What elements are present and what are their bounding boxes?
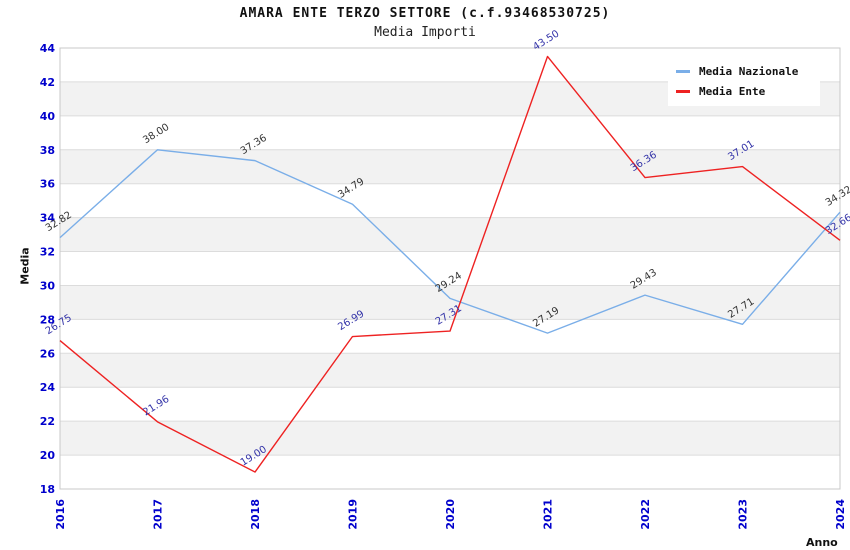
- y-tick-label: 42: [40, 76, 55, 89]
- point-label: 43.50: [531, 29, 561, 54]
- y-tick-label: 20: [40, 449, 56, 462]
- legend-item-media-ente: Media Ente: [676, 81, 820, 101]
- legend-label-nazionale: Media Nazionale: [699, 64, 799, 78]
- x-tick-label: 2019: [347, 499, 360, 530]
- x-tick-label: 2024: [834, 499, 847, 530]
- x-tick-label: 2016: [54, 499, 67, 530]
- x-tick-label: 2020: [444, 499, 457, 530]
- y-tick-label: 34: [40, 212, 56, 225]
- plot-band: [60, 217, 840, 252]
- y-tick-label: 24: [40, 381, 56, 394]
- legend-line-swatch-ente: [676, 89, 690, 93]
- x-tick-label: 2017: [152, 499, 165, 530]
- y-tick-label: 26: [40, 347, 56, 360]
- series-line-media-ente: [59, 55, 841, 473]
- series-line-media-nazionale: [59, 149, 841, 334]
- legend-item-media-nazionale: Media Nazionale: [676, 61, 820, 81]
- plot-band: [60, 149, 840, 184]
- y-tick-label: 40: [40, 110, 56, 123]
- plot-band: [60, 353, 840, 388]
- y-tick-label: 30: [40, 279, 56, 292]
- y-tick-label: 38: [40, 144, 55, 157]
- x-tick-label: 2023: [737, 499, 750, 530]
- y-tick-label: 32: [40, 246, 55, 259]
- x-tick-label: 2021: [542, 499, 555, 530]
- y-tick-label: 44: [40, 42, 56, 55]
- plot-border: [59, 47, 841, 490]
- x-tick-label: 2018: [249, 499, 262, 530]
- y-tick-label: 22: [40, 415, 55, 428]
- chart-legend: Media Nazionale Media Ente: [668, 56, 820, 106]
- chart-subtitle: Media Importi: [374, 25, 476, 40]
- point-label: 38.00: [141, 122, 171, 147]
- chart-title: AMARA ENTE TERZO SETTORE (c.f.9346853072…: [239, 6, 611, 21]
- plot-band: [60, 421, 840, 456]
- point-label: 34.32: [824, 184, 850, 209]
- x-tick-label: 2022: [639, 499, 652, 530]
- plot-band: [60, 285, 840, 320]
- y-axis-label: Media: [18, 247, 32, 285]
- legend-line-swatch-nazionale: [676, 69, 690, 73]
- y-tick-label: 36: [40, 178, 56, 191]
- x-axis-label: Anno: [806, 536, 838, 549]
- legend-label-ente: Media Ente: [699, 84, 766, 98]
- point-label: 21.96: [141, 394, 171, 419]
- y-tick-label: 28: [40, 313, 55, 326]
- y-tick-label: 18: [40, 483, 55, 496]
